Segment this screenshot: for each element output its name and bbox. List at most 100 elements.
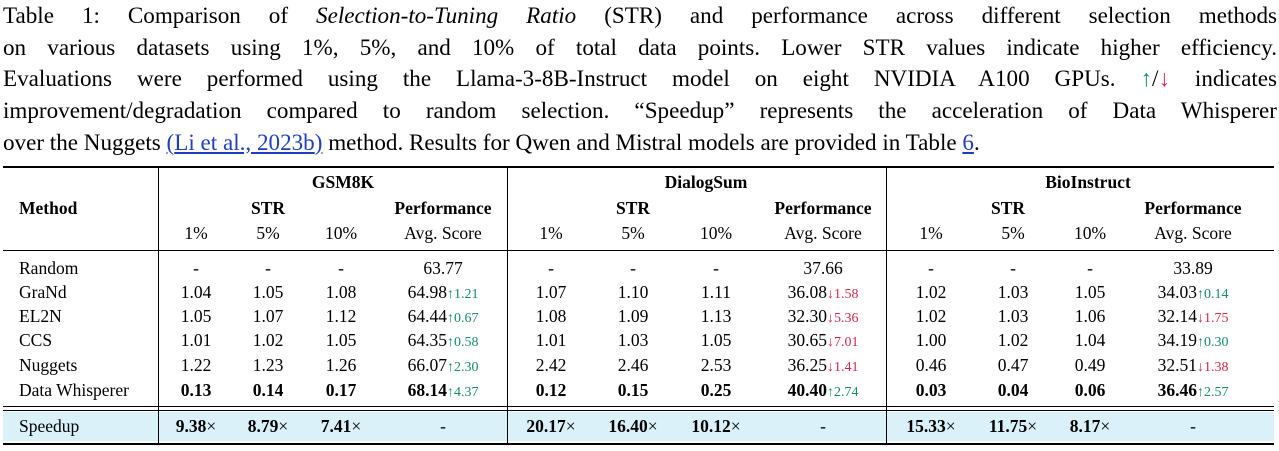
degradation-delta: ↓1.38: [1196, 360, 1229, 375]
avg-score: 64.98: [407, 282, 447, 302]
times-symbol: ×: [647, 416, 658, 436]
str-term: Selection-to-Tuning Ratio: [316, 2, 577, 28]
performance-header: Performance: [774, 198, 872, 218]
str-value: -: [338, 258, 344, 278]
improvement-delta: ↑0.58: [446, 335, 479, 350]
method-name: CCS: [19, 330, 53, 350]
avg-score: 66.07: [407, 355, 447, 375]
str-value: 0.46: [915, 355, 947, 375]
avg-score: 30.65: [787, 330, 827, 350]
str-value: 0.15: [617, 380, 649, 400]
times-symbol: ×: [1100, 416, 1111, 436]
improvement-delta: ↑0.14: [1196, 287, 1229, 302]
speedup-value: 11.75×: [989, 416, 1037, 437]
subheader: Avg. Score: [1154, 223, 1232, 243]
str-value: 1.02: [997, 330, 1029, 350]
str-value: -: [1087, 258, 1093, 278]
bottom-rule: [3, 443, 1274, 445]
str-value: 1.03: [617, 330, 649, 350]
speedup-value: 10.12×: [691, 416, 740, 437]
avg-score: 37.66: [803, 258, 843, 278]
performance-value: 34.03↑0.14: [1158, 282, 1229, 303]
str-value: 0.13: [180, 380, 212, 400]
str-value: 1.12: [325, 306, 357, 326]
avg-score: 34.19: [1157, 330, 1197, 350]
str-value: -: [1010, 258, 1016, 278]
degradation-delta: ↓7.01: [826, 335, 859, 350]
performance-value: 32.51↓1.38: [1158, 355, 1229, 376]
speedup-number: 9.38: [175, 416, 207, 436]
method-name: Random: [19, 258, 79, 278]
performance-value: 37.66: [803, 258, 842, 279]
str-value: 0.06: [1074, 380, 1106, 400]
str-value: 1.09: [617, 306, 649, 326]
str-value: 1.11: [701, 282, 731, 302]
subheader: 10%: [324, 223, 358, 243]
method-name: Nuggets: [19, 355, 78, 375]
subheader: Avg. Score: [784, 223, 862, 243]
performance-value: 36.46↑2.57: [1158, 380, 1229, 401]
column-divider: [886, 168, 887, 443]
speedup-performance: -: [820, 416, 826, 436]
degradation-delta: ↓1.58: [826, 287, 859, 302]
str-value: 1.03: [997, 282, 1029, 302]
method-name: EL2N: [19, 306, 62, 326]
str-header: STR: [990, 198, 1026, 218]
str-value: 1.04: [1074, 330, 1106, 350]
str-value: 1.26: [325, 355, 357, 375]
caption-line-5: over the Nuggets (Li et al., 2023b) meth…: [3, 128, 980, 155]
subheader: 5%: [256, 223, 280, 243]
citation-link[interactable]: Li et al., 2023b: [174, 128, 315, 155]
str-value: 1.04: [180, 282, 212, 302]
down-arrow-icon: ↓: [1158, 65, 1170, 92]
table-ref-link[interactable]: 6: [962, 128, 974, 155]
str-value: 0.03: [915, 380, 947, 400]
speedup-number: 16.40: [608, 416, 648, 436]
speedup-value: 7.41×: [321, 416, 362, 437]
improvement-delta: ↑2.30: [446, 360, 479, 375]
citation-paren: (: [166, 128, 175, 155]
speedup-performance: -: [1190, 416, 1196, 436]
speedup-number: 10.12: [691, 416, 731, 436]
method-name: GraNd: [19, 282, 67, 302]
speedup-value: 8.17×: [1070, 416, 1111, 437]
str-value: 1.07: [252, 306, 284, 326]
citation-paren: ): [314, 128, 323, 155]
times-symbol: ×: [1027, 416, 1038, 436]
performance-value: 63.77: [423, 258, 462, 279]
str-value: -: [193, 258, 199, 278]
avg-score: 68.14: [407, 380, 447, 400]
avg-score: 64.35: [407, 330, 447, 350]
str-value: 1.07: [535, 282, 567, 302]
body-rule-double: [3, 410, 1274, 411]
str-value: 1.02: [915, 306, 947, 326]
str-value: 1.05: [700, 330, 732, 350]
str-value: 1.08: [325, 282, 357, 302]
avg-score: 33.89: [1173, 258, 1213, 278]
improvement-delta: ↑0.30: [1196, 335, 1229, 350]
avg-score: 63.77: [423, 258, 463, 278]
str-value: 1.10: [617, 282, 649, 302]
str-value: 0.04: [997, 380, 1029, 400]
speedup-number: 8.79: [247, 416, 279, 436]
performance-value: 68.14↑4.37: [408, 380, 479, 401]
str-value: -: [928, 258, 934, 278]
str-value: 1.02: [915, 282, 947, 302]
str-value: 2.53: [700, 355, 732, 375]
improvement-delta: ↑4.37: [446, 385, 479, 400]
str-value: 0.49: [1074, 355, 1106, 375]
str-value: 1.08: [535, 306, 567, 326]
str-value: 1.06: [1074, 306, 1106, 326]
speedup-row-highlight: [3, 412, 1274, 441]
str-value: 1.05: [252, 282, 284, 302]
avg-score: 32.51: [1157, 355, 1197, 375]
performance-value: 64.98↑1.21: [408, 282, 479, 303]
times-symbol: ×: [565, 416, 576, 436]
str-value: -: [713, 258, 719, 278]
str-value: 1.01: [535, 330, 567, 350]
speedup-number: 7.41: [320, 416, 352, 436]
str-value: 1.03: [997, 306, 1029, 326]
body-rule: [3, 406, 1274, 407]
avg-score: 40.40: [787, 380, 827, 400]
avg-score: 36.08: [787, 282, 827, 302]
